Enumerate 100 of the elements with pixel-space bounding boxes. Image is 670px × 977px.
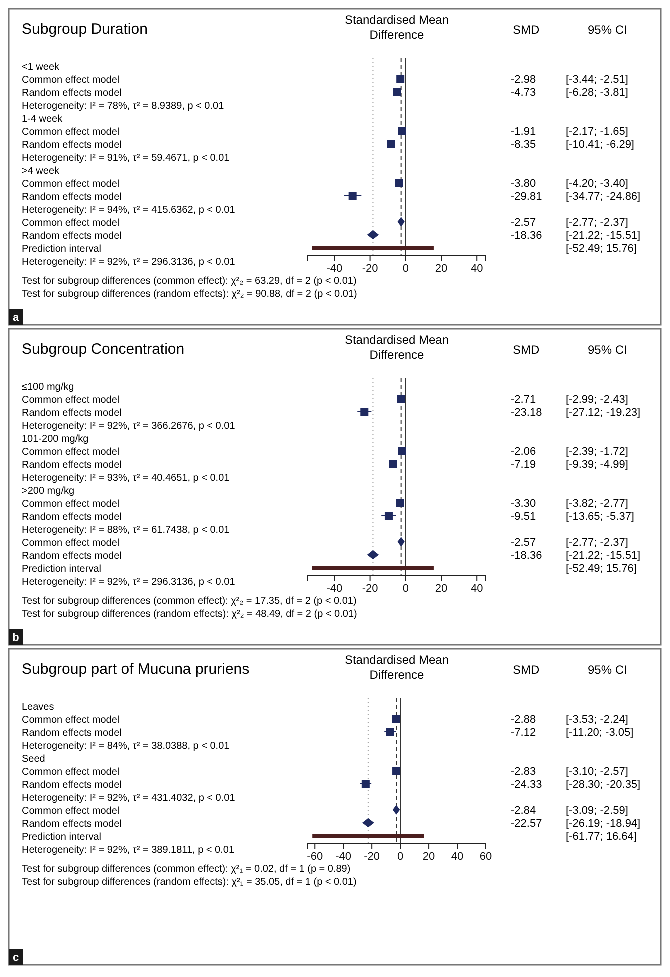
x-axis-title: Standardised Mean Difference: [344, 13, 450, 42]
text: -18.36: [511, 550, 542, 562]
text: [-3.10; -2.57]: [566, 766, 628, 778]
y-tick-label: Test for subgroup differences (random effects): χ²₂ = 90.88, df = 2 (p < 0.01): [22, 289, 358, 300]
y-tick-label: Heterogeneity: I² = 88%, τ² = 61.7438, p < 0.01: [22, 525, 230, 536]
y-tick-label: Common effect model: [22, 538, 120, 549]
panel-label: a: [9, 309, 23, 325]
text: -7.12: [511, 727, 536, 739]
x-tick-label: 60: [480, 850, 492, 863]
y-tick-label: Common effect model: [22, 767, 120, 778]
y-tick-label: Random effects model: [22, 780, 122, 791]
text: [-61.77; 16.64]: [566, 831, 637, 843]
text: [-52.49; 15.76]: [566, 563, 637, 575]
y-tick-label: Random effects model: [22, 819, 122, 830]
y-tick-label: Heterogeneity: I² = 92%, τ² = 366.2676, p < 0.01: [22, 421, 236, 432]
text: [-28.30; -20.35]: [566, 779, 641, 791]
y-tick-label: >4 week: [22, 166, 61, 177]
text: -2.98: [511, 74, 536, 86]
text: [-3.09; -2.59]: [566, 805, 628, 817]
text: -4.73: [511, 87, 536, 99]
text: [-2.17; -1.65]: [566, 126, 628, 138]
text: [-2.39; -1.72]: [566, 446, 628, 458]
text: [-3.82; -2.77]: [566, 498, 628, 510]
y-tick-label: Heterogeneity: I² = 93%, τ² = 40.4651, p < 0.01: [22, 473, 230, 484]
text: -18.36: [511, 230, 542, 242]
y-tick-label: Heterogeneity: I² = 78%, τ² = 8.9389, p < 0.01: [22, 101, 225, 112]
y-tick-label: Test for subgroup differences (common effect): χ²₂ = 17.35, df = 2 (p < 0.01): [22, 596, 357, 607]
y-tick-label: 101-200 mg/kg: [22, 434, 89, 445]
x-tick-label: -40: [326, 582, 343, 595]
y-tick-label: 1-4 week: [22, 114, 64, 125]
text: [-13.65; -5.37]: [566, 511, 634, 523]
y-tick-label: Heterogeneity: I² = 94%, τ² = 415.6362, p < 0.01: [22, 205, 236, 216]
text: 95% CI: [588, 663, 628, 677]
text: -3.30: [511, 498, 536, 510]
y-tick-label: Random effects model: [22, 460, 122, 471]
x-tick-label: -40: [336, 850, 352, 863]
x-tick-label: 40: [451, 850, 464, 863]
y-tick-label: >200 mg/kg: [22, 486, 75, 497]
text: -29.81: [511, 191, 542, 203]
y-tick-label: Test for subgroup differences (common effect): χ²₂ = 63.29, df = 2 (p < 0.01): [22, 276, 357, 287]
x-tick-label: -40: [326, 262, 343, 275]
y-tick-label: Random effects model: [22, 88, 122, 99]
x-tick-label: -20: [362, 262, 378, 275]
text: [-2.77; -2.37]: [566, 217, 628, 229]
y-tick-label: Heterogeneity: I² = 92%, τ² = 296.3136, p < 0.01: [22, 257, 236, 268]
y-tick-label: Heterogeneity: I² = 92%, τ² = 431.4032, p < 0.01: [22, 793, 236, 804]
text: [-10.41; -6.29]: [566, 139, 634, 151]
text: -2.83: [511, 766, 536, 778]
y-tick-label: Random effects model: [22, 140, 122, 151]
y-tick-label: Common effect model: [22, 75, 120, 86]
text: SMD: [513, 23, 540, 37]
x-tick-label: 40: [470, 582, 484, 595]
y-tick-label: Heterogeneity: I² = 91%, τ² = 59.4671, p < 0.01: [22, 153, 230, 164]
text: -2.57: [511, 217, 536, 229]
y-tick-label: Random effects model: [22, 231, 122, 242]
text: -1.91: [511, 126, 536, 138]
y-tick-label: Random effects model: [22, 408, 122, 419]
x-axis-title: Standardised Mean Difference: [344, 653, 450, 682]
text: 95% CI: [588, 23, 628, 37]
text: -2.57: [511, 537, 536, 549]
panel-label: b: [9, 629, 23, 645]
text: 95% CI: [588, 343, 628, 357]
x-tick-label: -20: [364, 850, 380, 863]
y-tick-label: Seed: [22, 754, 46, 765]
text: [-21.22; -15.51]: [566, 550, 641, 562]
y-tick-label: Random effects model: [22, 192, 122, 203]
x-tick-label: -60: [307, 850, 324, 863]
y-tick-label: Common effect model: [22, 499, 120, 510]
y-tick-label: Prediction interval: [22, 244, 102, 255]
y-tick-label: Common effect model: [22, 447, 120, 458]
text: [-26.19; -18.94]: [566, 818, 641, 830]
text: [-2.77; -2.37]: [566, 537, 628, 549]
y-tick-label: <1 week: [22, 62, 61, 73]
y-tick-label: Heterogeneity: I² = 84%, τ² = 38.0388, p < 0.01: [22, 741, 230, 752]
y-tick-label: Common effect model: [22, 395, 120, 406]
text: [-27.12; -19.23]: [566, 407, 641, 419]
y-tick-label: Common effect model: [22, 127, 120, 138]
y-tick-label: Test for subgroup differences (random effects): χ²₂ = 48.49, df = 2 (p < 0.01): [22, 609, 358, 620]
y-tick-label: Prediction interval: [22, 564, 102, 575]
y-tick-label: Leaves: [22, 702, 54, 713]
y-tick-label: Heterogeneity: I² = 92%, τ² = 296.3136, p < 0.01: [22, 577, 236, 588]
text: -23.18: [511, 407, 542, 419]
y-tick-label: Common effect model: [22, 715, 120, 726]
text: -8.35: [511, 139, 536, 151]
y-tick-label: ≤100 mg/kg: [22, 382, 74, 393]
y-tick-label: Random effects model: [22, 512, 122, 523]
text: -3.80: [511, 178, 536, 190]
y-tick-label: Common effect model: [22, 179, 120, 190]
x-tick-label: -20: [362, 582, 378, 595]
x-tick-label: 0: [397, 850, 404, 863]
x-tick-label: 20: [435, 582, 448, 595]
x-tick-label: 20: [435, 262, 448, 275]
y-tick-label: Test for subgroup differences (common effect): χ²₁ = 0.02, df = 1 (p = 0.89): [22, 864, 351, 875]
text: -2.06: [511, 446, 536, 458]
text: [-34.77; -24.86]: [566, 191, 641, 203]
x-tick-label: 0: [402, 262, 409, 275]
text: [-52.49; 15.76]: [566, 243, 637, 255]
x-tick-label: 40: [470, 262, 484, 275]
y-tick-label: Common effect model: [22, 218, 120, 229]
y-tick-label: Random effects model: [22, 728, 122, 739]
